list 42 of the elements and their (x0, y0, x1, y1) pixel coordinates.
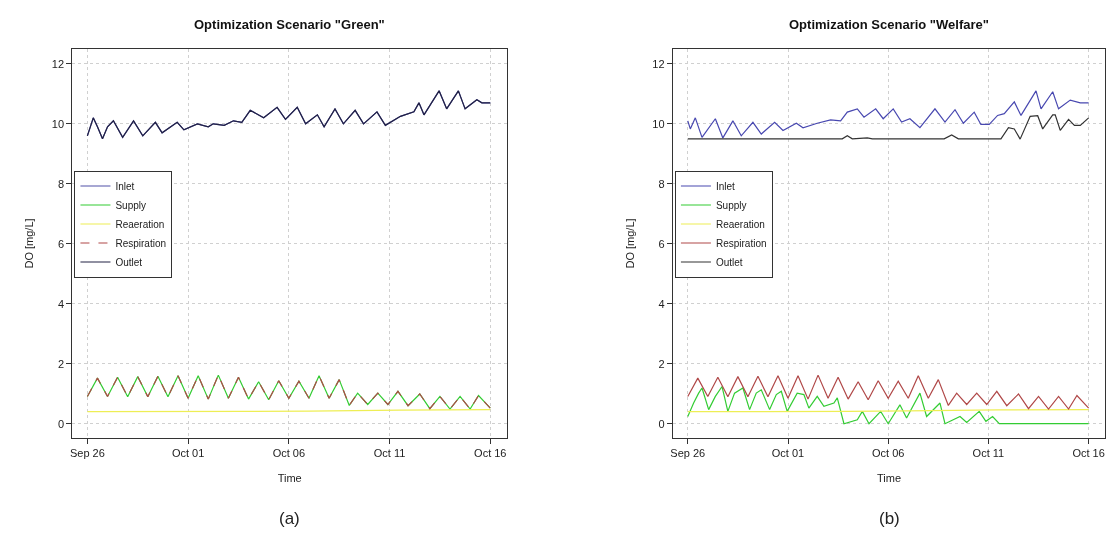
legend-label: Reaeration (115, 218, 165, 230)
x-tick-label: Oct 06 (272, 447, 306, 460)
y-axis-title: DO [mg/L] (623, 218, 636, 269)
legend-label: Supply (115, 199, 147, 211)
y-axis-title: DO [mg/L] (23, 218, 36, 269)
y-tick-label: 12 (51, 57, 65, 70)
legend-label: Respiration (715, 237, 767, 249)
text: (a) (279, 509, 300, 528)
legend-label: Inlet (715, 180, 736, 192)
y-tick-label: 4 (57, 297, 65, 310)
chart-title: Optimization Scenario "Welfare" (789, 17, 989, 32)
y-tick-label: 6 (658, 237, 665, 250)
legend-label: Inlet (115, 180, 135, 192)
x-tick-label: Oct 06 (872, 447, 905, 460)
x-tick-label: Oct 11 (972, 447, 1005, 460)
y-tick-label: 0 (658, 417, 665, 430)
y-tick-label: 0 (57, 417, 65, 430)
x-tick-label: Oct 01 (771, 447, 805, 460)
y-tick-label: 10 (652, 117, 665, 130)
y-tick-label: 8 (658, 177, 665, 190)
x-tick-label: Oct 01 (171, 447, 205, 460)
x-tick-label: Oct 16 (474, 447, 507, 460)
y-tick-label: 8 (57, 177, 65, 190)
y-tick-label: 2 (658, 357, 665, 370)
legend-label: Reaeration (715, 218, 765, 230)
legend-label: Supply (715, 199, 747, 211)
y-tick-label: 4 (658, 297, 665, 310)
y-tick-label: 10 (51, 117, 65, 130)
x-tick-label: Sep 26 (670, 447, 706, 460)
legend-label: Outlet (715, 256, 743, 268)
y-tick-label: 6 (57, 237, 65, 250)
x-axis-title: Time (277, 471, 302, 484)
text: (b) (879, 509, 900, 528)
legend-label: Outlet (115, 256, 143, 268)
legend-label: Respiration (115, 237, 167, 249)
chart-title: Optimization Scenario "Green" (194, 17, 385, 32)
y-tick-label: 12 (652, 57, 665, 70)
x-tick-label: Oct 11 (373, 447, 406, 460)
x-tick-label: Oct 16 (1072, 447, 1105, 460)
x-axis-title: Time (877, 471, 902, 484)
y-tick-label: 2 (57, 357, 65, 370)
x-tick-label: Sep 26 (69, 447, 105, 460)
